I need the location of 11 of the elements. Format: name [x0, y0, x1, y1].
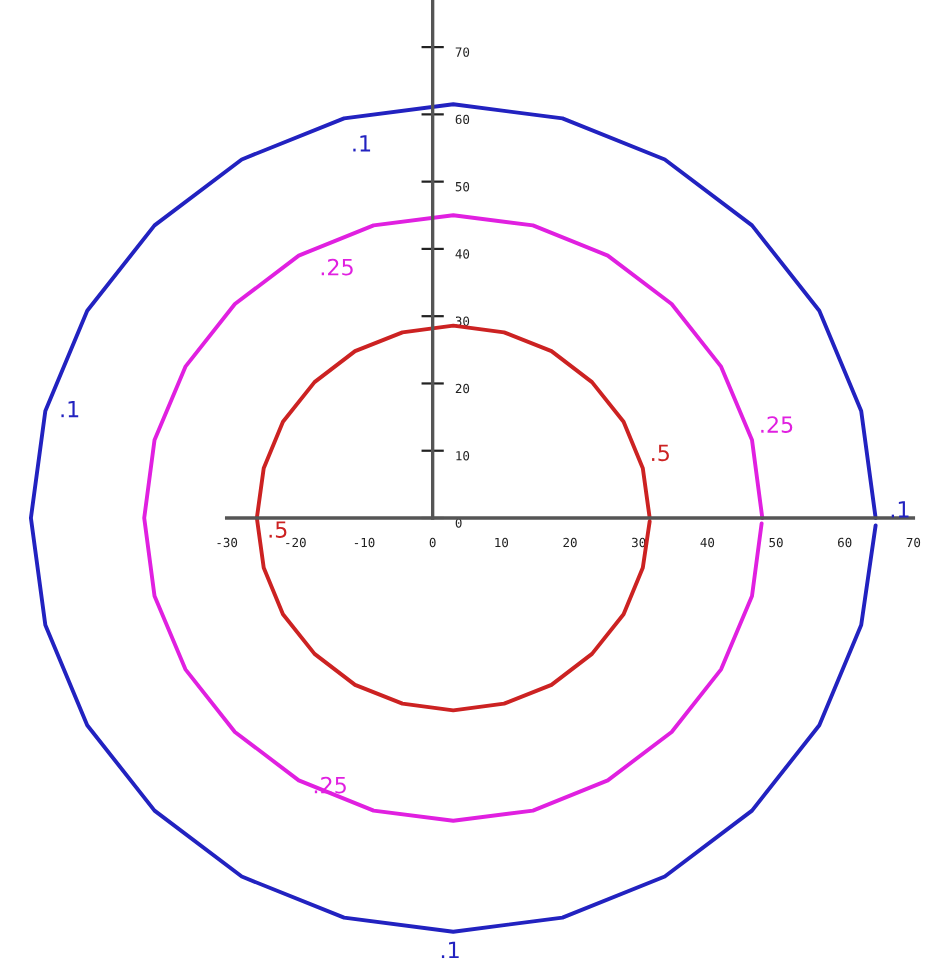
text: .1	[891, 501, 909, 518]
line-series	[142, 213, 765, 823]
text: .1	[353, 135, 371, 152]
text: .25	[321, 258, 353, 276]
series-label: .1	[441, 941, 459, 959]
text: .5	[652, 444, 669, 462]
line-series	[28, 102, 878, 934]
text: .1	[61, 400, 79, 418]
text: .25	[761, 416, 793, 433]
line-series	[254, 323, 652, 713]
series-label: .5	[269, 521, 287, 538]
